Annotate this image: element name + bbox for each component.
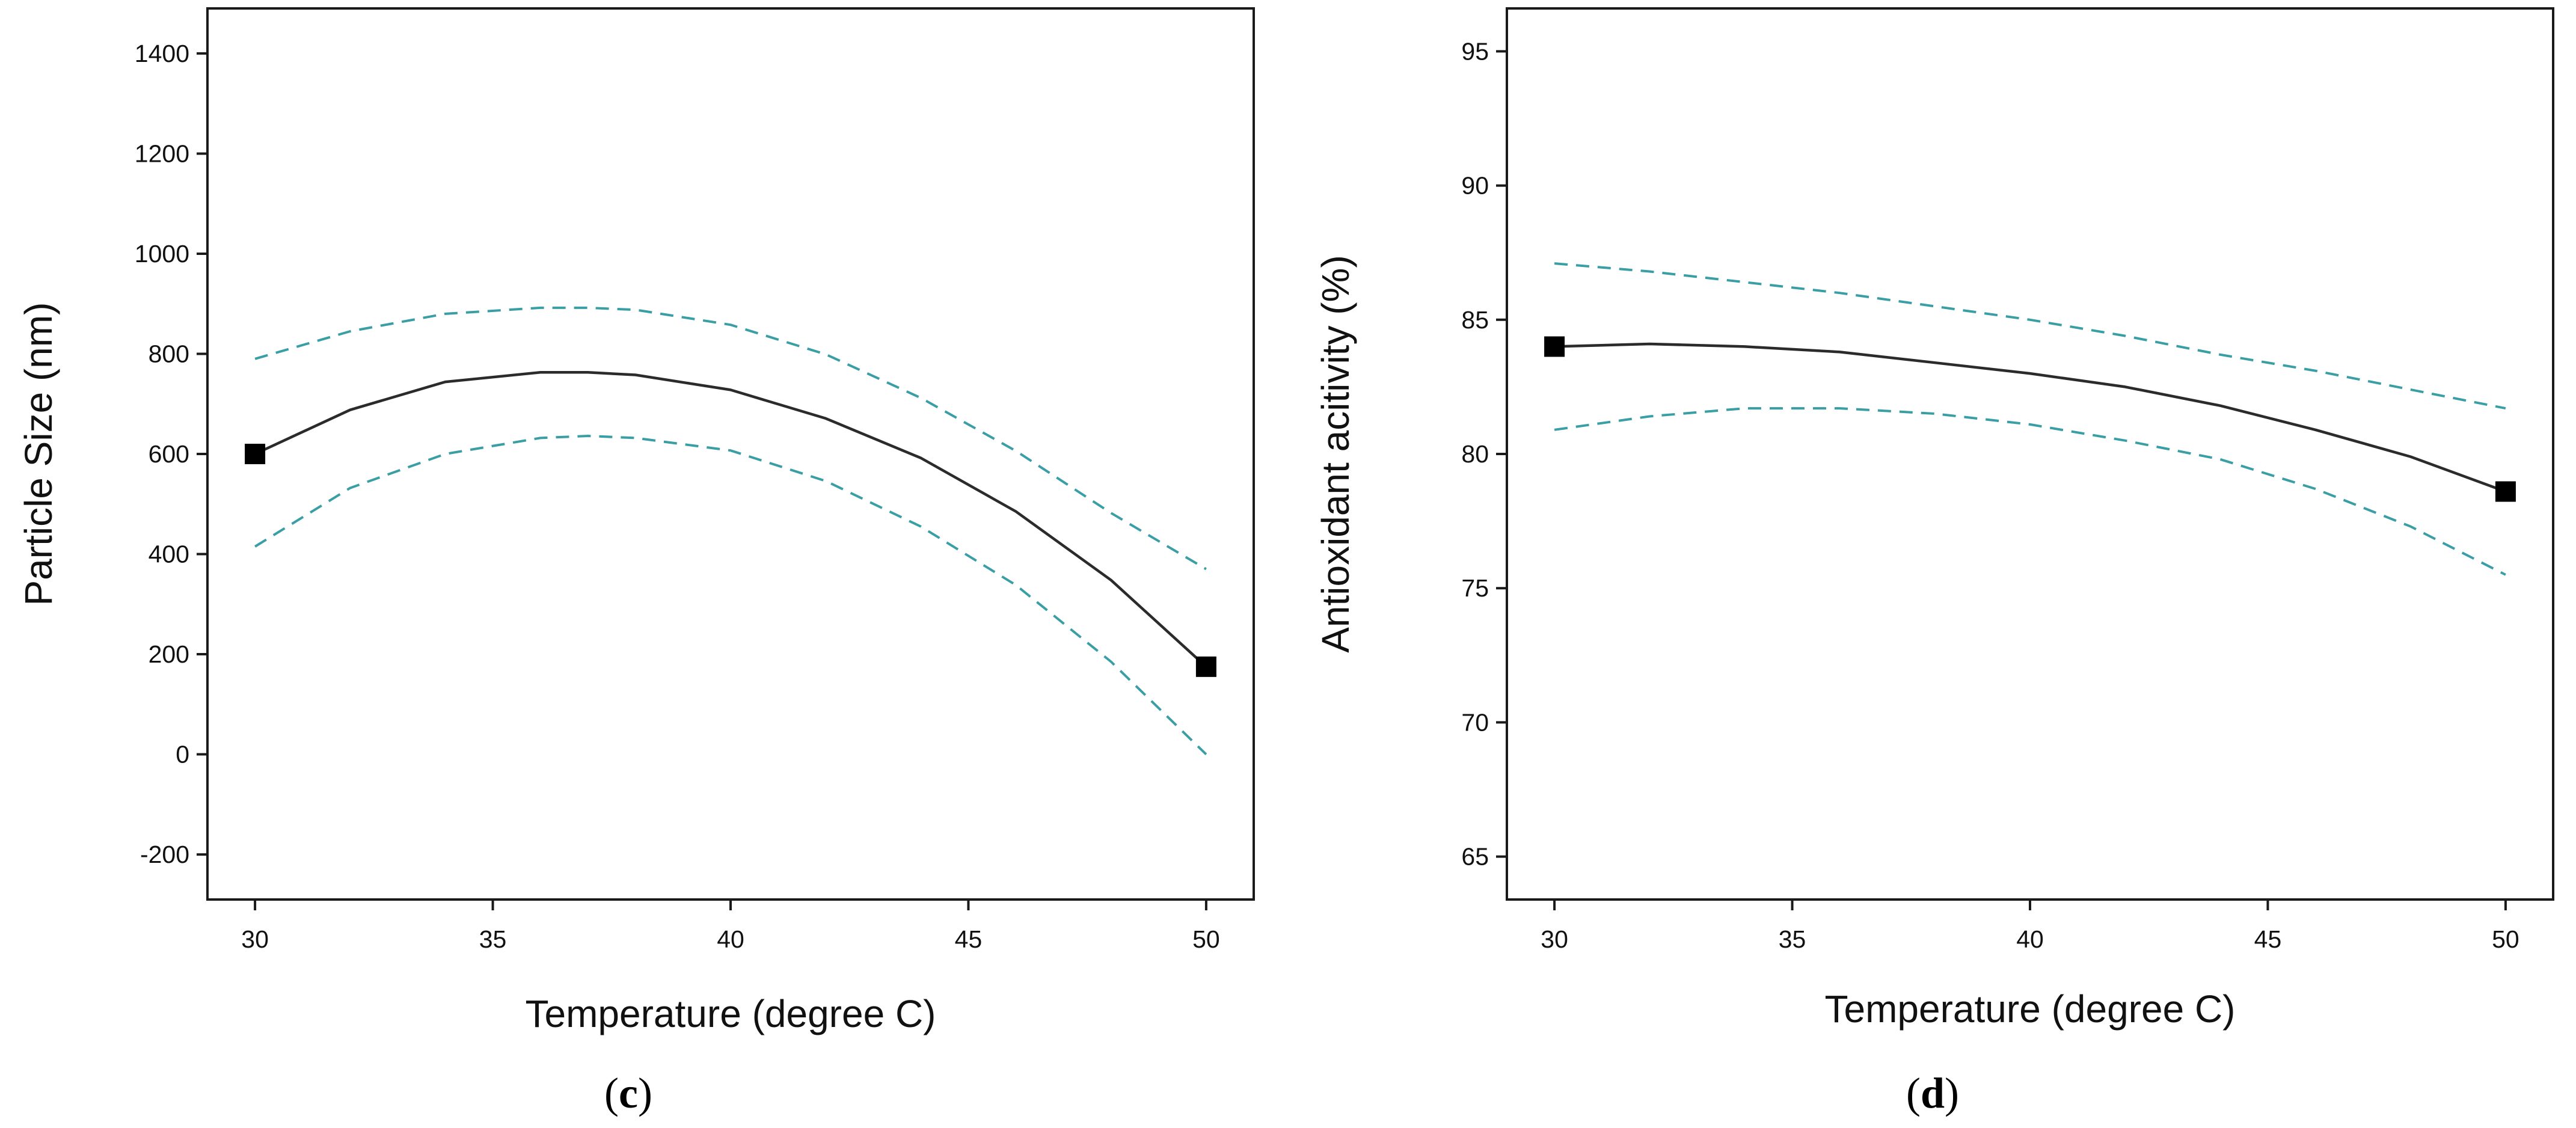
y-tick-label: 65	[1461, 843, 1489, 871]
panel-label: (c)	[604, 1069, 652, 1117]
series-group	[254, 306, 1207, 756]
y-tick-label: 600	[149, 440, 189, 468]
x-tick-label: 45	[2254, 925, 2282, 953]
x-tick-label: 40	[2016, 925, 2044, 953]
x-axis-ticks: 30 35 40 45 50	[1541, 900, 2519, 953]
y-tick-label: 75	[1461, 574, 1489, 602]
ci-band-line	[1554, 407, 2506, 576]
y-axis-ticks: 65 70 75 80 85 90 95	[1461, 37, 1507, 871]
x-axis-title: Temperature (degree C)	[526, 992, 936, 1035]
panel-d: 65 70 75 80 85 90 95 30 35 40 45 50 Temperature (d…	[1314, 7, 2554, 1117]
y-tick-label: 200	[149, 640, 189, 668]
design-points	[245, 444, 1216, 677]
design-point-marker	[245, 444, 266, 464]
y-tick-label: 70	[1461, 708, 1489, 736]
ci-band-line	[1554, 262, 2506, 410]
x-tick-label: 50	[1192, 925, 1220, 953]
design-points	[1544, 336, 2516, 502]
y-tick-label: 800	[149, 340, 189, 367]
x-tick-label: 45	[955, 925, 983, 953]
y-axis-title: Antioxidant acitivity (%)	[1314, 255, 1357, 653]
y-axis-ticks: -200 0 200 400 600 800 1000 1200 1400	[135, 40, 207, 868]
x-axis-title: Temperature (degree C)	[1825, 987, 2236, 1031]
y-tick-label: 1400	[135, 40, 189, 67]
y-tick-label: 95	[1461, 37, 1489, 65]
x-tick-label: 40	[717, 925, 744, 953]
panel-label: (d)	[1906, 1069, 1959, 1117]
design-point-marker	[2495, 481, 2516, 502]
series-group	[1554, 262, 2506, 576]
prediction-line	[254, 371, 1207, 668]
ci-band-line	[254, 435, 1207, 756]
y-tick-label: 1000	[135, 240, 189, 268]
y-axis-title: Particle Size (nm)	[17, 302, 60, 606]
y-tick-label: 1200	[135, 139, 189, 167]
x-tick-label: 30	[1541, 925, 1568, 953]
y-tick-label: 90	[1461, 172, 1489, 200]
y-tick-label: 400	[149, 541, 189, 568]
y-tick-label: -200	[140, 841, 189, 868]
x-tick-label: 50	[2492, 925, 2519, 953]
design-point-marker	[1195, 656, 1216, 677]
x-axis-ticks: 30 35 40 45 50	[241, 900, 1220, 953]
y-tick-label: 80	[1461, 440, 1489, 468]
y-tick-label: 85	[1461, 306, 1489, 334]
panel-letter: c	[619, 1069, 638, 1117]
panel-letter: d	[1921, 1069, 1945, 1117]
design-point-marker	[1544, 336, 1565, 357]
x-tick-label: 30	[241, 925, 269, 953]
plot-frame	[206, 7, 1255, 901]
x-tick-label: 35	[1779, 925, 1806, 953]
ci-band-line	[254, 306, 1207, 571]
y-tick-label: 0	[176, 741, 189, 768]
prediction-line	[1554, 342, 2506, 493]
panel-c: -200 0 200 400 600 800 1000 1200 1400 30 35 40 45 50…	[17, 7, 1255, 1117]
x-tick-label: 35	[479, 925, 507, 953]
